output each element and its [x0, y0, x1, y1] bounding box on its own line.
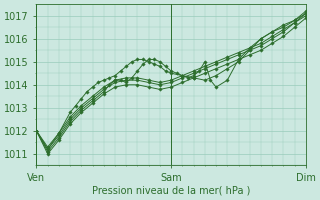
X-axis label: Pression niveau de la mer( hPa ): Pression niveau de la mer( hPa ): [92, 186, 250, 196]
